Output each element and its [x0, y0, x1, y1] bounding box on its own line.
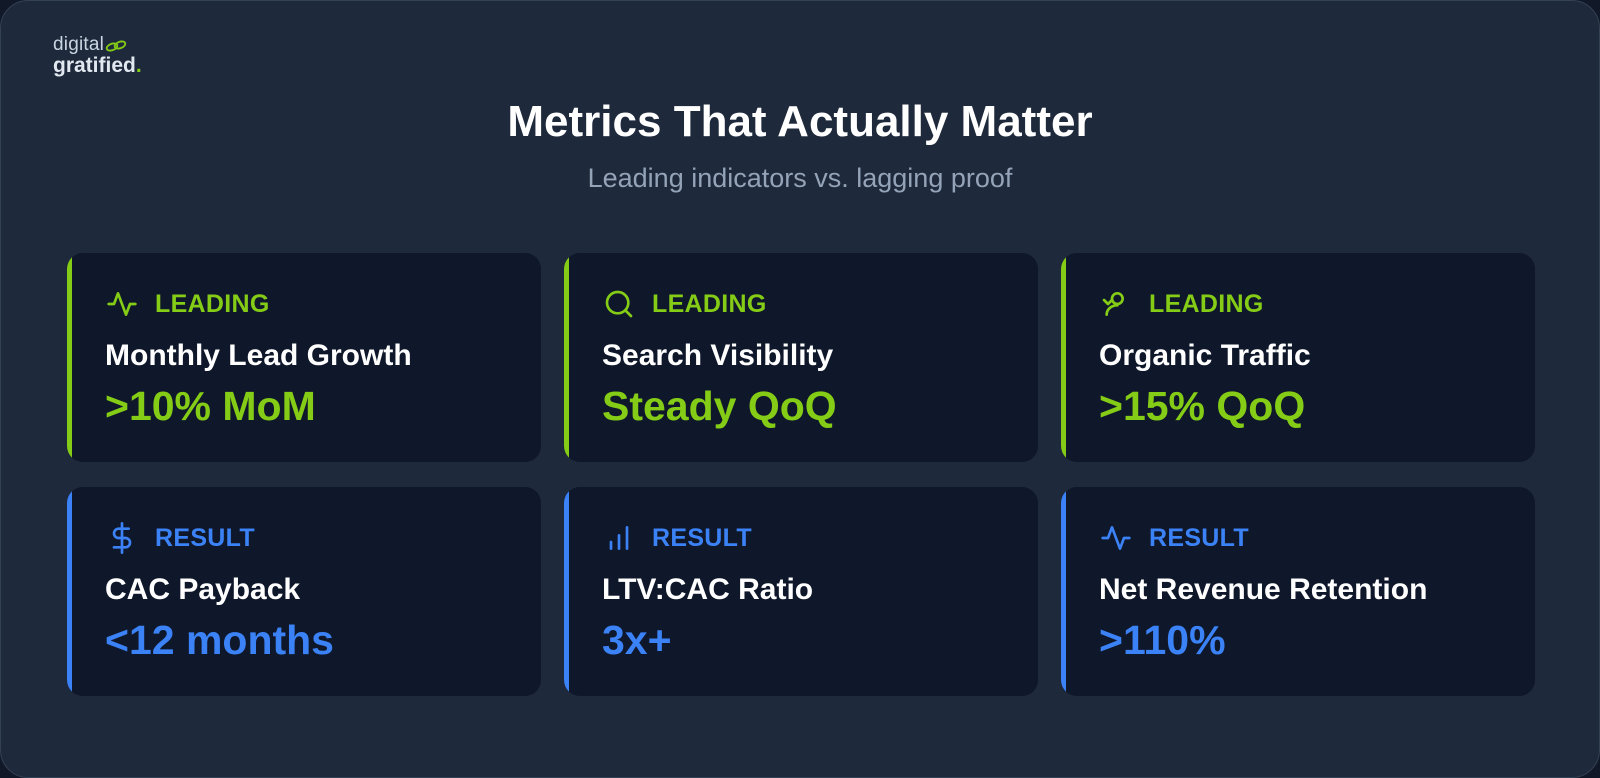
dollar-icon [105, 521, 139, 555]
metric-tag: RESULT [155, 523, 255, 552]
metric-value: >110% [1099, 617, 1226, 663]
logo-wordmark-bottom: gratified [53, 54, 136, 77]
search-icon [602, 287, 636, 321]
metric-card-monthly-lead-growth: LEADING Monthly Lead Growth >10% MoM [67, 253, 541, 462]
activity-icon [1099, 521, 1133, 555]
logo-dot: . [135, 54, 142, 77]
metric-card-organic-traffic: LEADING Organic Traffic >15% QoQ [1061, 253, 1535, 462]
metric-tag: LEADING [155, 289, 270, 318]
metric-name: Search Visibility [602, 339, 834, 372]
metric-value: 3x+ [602, 617, 672, 663]
metric-value: >10% MoM [105, 383, 316, 429]
metrics-grid: LEADING Monthly Lead Growth >10% MoM LEA… [67, 253, 1535, 696]
metric-name: Monthly Lead Growth [105, 339, 412, 372]
metric-name: Net Revenue Retention [1099, 573, 1428, 606]
metric-tag: RESULT [1149, 523, 1249, 552]
link-icon [105, 40, 127, 51]
brand-logo: digital gratified. [53, 35, 142, 76]
activity-icon [105, 287, 139, 321]
metric-tag: LEADING [1149, 289, 1264, 318]
metric-value: >15% QoQ [1099, 383, 1306, 429]
metric-name: CAC Payback [105, 573, 301, 606]
metric-name: Organic Traffic [1099, 339, 1311, 372]
metric-card-ltv-cac-ratio: RESULT LTV:CAC Ratio 3x+ [564, 487, 1038, 696]
metric-tag: LEADING [652, 289, 767, 318]
metric-value: <12 months [105, 617, 334, 663]
metric-tag: RESULT [652, 523, 752, 552]
user-icon [1099, 287, 1133, 321]
metric-card-net-revenue-retention: RESULT Net Revenue Retention >110% [1061, 487, 1535, 696]
metric-card-search-visibility: LEADING Search Visibility Steady QoQ [564, 253, 1038, 462]
metric-name: LTV:CAC Ratio [602, 573, 814, 606]
metric-card-cac-payback: RESULT CAC Payback <12 months [67, 487, 541, 696]
metric-value: Steady QoQ [602, 383, 837, 429]
page-subtitle: Leading indicators vs. lagging proof [587, 163, 1013, 193]
page-title: Metrics That Actually Matter [507, 97, 1093, 146]
logo-wordmark-top: digital [53, 34, 105, 55]
bar-chart-icon [602, 521, 636, 555]
